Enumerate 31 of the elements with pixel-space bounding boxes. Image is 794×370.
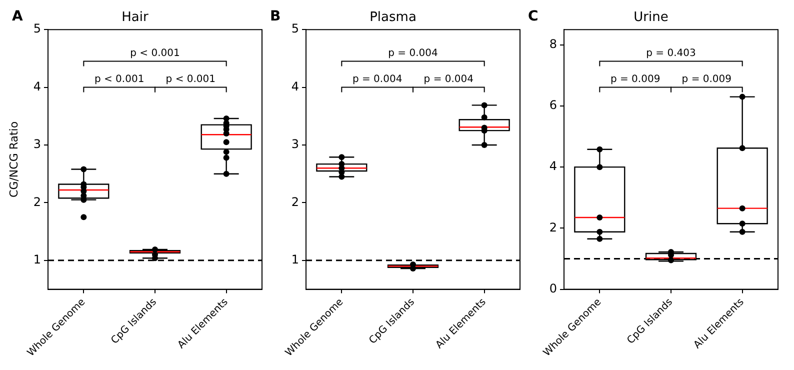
y-tick-label: 0 (549, 281, 557, 296)
y-tick-label: 4 (291, 79, 299, 94)
y-tick-label: 4 (33, 79, 41, 94)
text: A (12, 8, 23, 25)
text: C (528, 8, 538, 25)
y-tick-label: 1 (33, 252, 41, 267)
annotation: p < 0.001 (130, 48, 180, 59)
annotation: p = 0.009 (682, 74, 732, 85)
annotation: p = 0.009 (610, 74, 660, 85)
annotation: p = 0.004 (352, 74, 402, 85)
y-tick-label: 6 (549, 98, 557, 112)
annotation: p = 0.403 (646, 48, 696, 59)
y-tick-label: 1 (291, 252, 299, 267)
y-tick-label: 5 (291, 22, 299, 36)
chart-title: Plasma (370, 10, 416, 26)
chart-title: Urine (634, 10, 668, 26)
y-tick-label: 8 (549, 37, 557, 51)
y-tick-label: 3 (33, 137, 41, 152)
chart-title: Hair (122, 10, 149, 26)
annotation: p < 0.001 (94, 74, 144, 85)
annotation: p = 0.004 (388, 48, 438, 59)
y-tick-label: 5 (33, 22, 41, 36)
y-tick-label: 2 (291, 194, 299, 209)
y-tick-label: 3 (291, 137, 299, 152)
annotation: p < 0.001 (166, 74, 216, 85)
y-tick-label: 2 (33, 194, 41, 209)
y-axis-title: CG/NCG Ratio (7, 121, 20, 198)
text: B (270, 8, 281, 25)
annotation: p = 0.004 (424, 74, 474, 85)
y-tick-label: 2 (549, 220, 557, 234)
y-tick-label: 4 (549, 159, 557, 174)
